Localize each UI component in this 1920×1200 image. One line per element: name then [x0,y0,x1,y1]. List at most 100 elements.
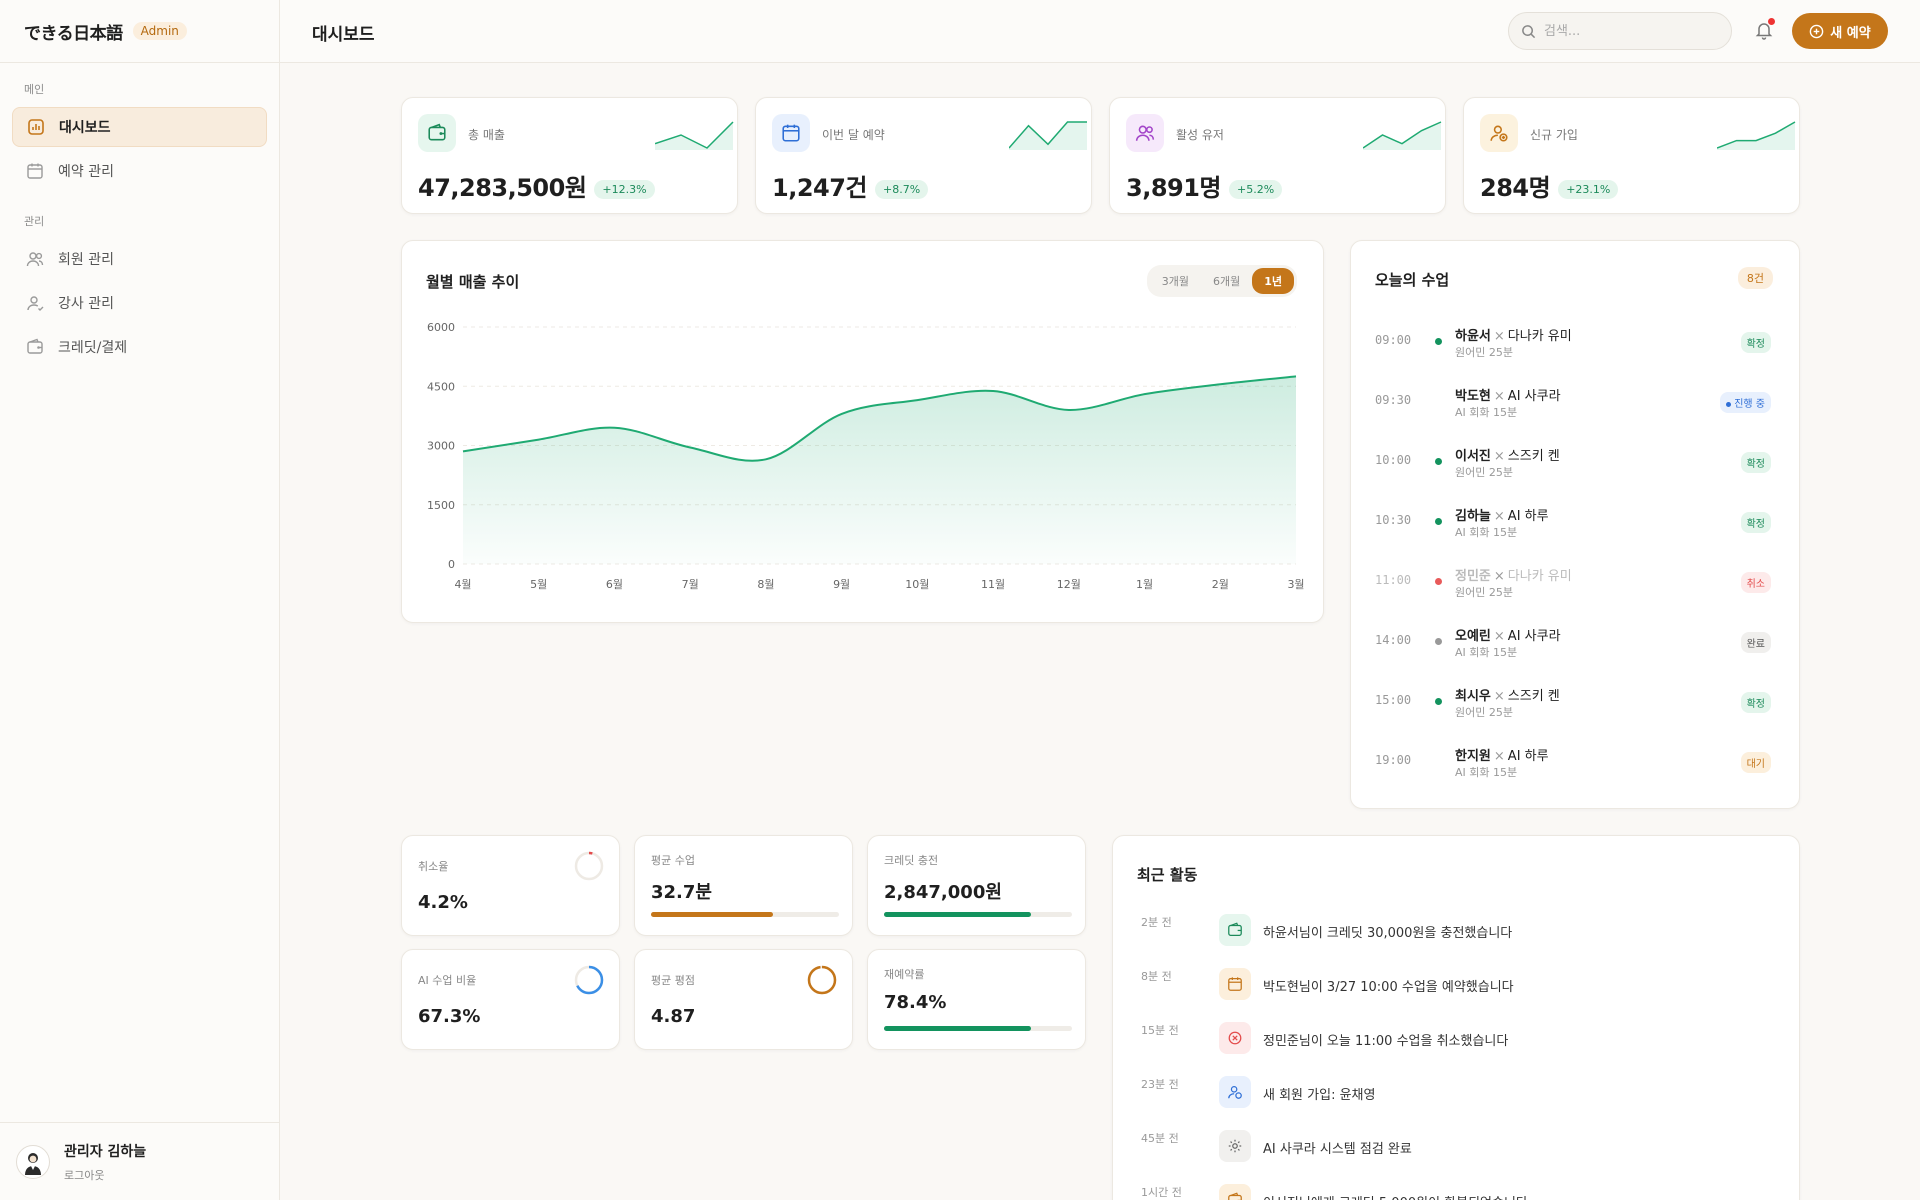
lesson-item[interactable]: 19:00 한지원 × AI 하루 AI 회화 15분 대기 [1375,742,1771,790]
lesson-time: 11:00 [1375,573,1412,587]
stat-label: 신규 가입 [1530,128,1578,142]
status-dot [1435,638,1442,645]
metric-label: 평균 평점 [651,974,695,987]
student-name: 박도현 [1455,389,1491,404]
metric-label: 재예약률 [884,968,925,981]
activity-text: 새 회원 가입: 윤채영 [1263,1088,1376,1103]
activity-item[interactable]: 2분 전 하윤서님이 크레딧 30,000원을 충전했습니다 [1137,914,1787,954]
revenue-chart-card: 월별 매출 추이 3개월 6개월 1년 0 1500 3000 4500 6000 4월 5… [401,240,1324,623]
lesson-item[interactable]: 10:00 이서진 × 스즈키 켄 원어민 25분 확정 [1375,442,1771,490]
metric-cancel-rate: 취소율 4.2% [401,835,620,936]
status-label: 진행 중 [1734,399,1765,410]
revenue-area [463,376,1296,564]
ring-fill [807,965,837,995]
lesson-time: 10:00 [1375,453,1412,467]
search-box[interactable] [1508,12,1732,50]
sparkline-line [655,121,734,149]
status-label: 취소 [1746,579,1765,590]
sidebar-item-label: 예약 관리 [58,164,114,180]
times-separator: × [1493,749,1505,764]
lesson-participants: 김하늘 × AI 하루 [1455,505,1549,524]
new-reservation-button[interactable]: 새 예약 [1792,13,1888,49]
y-tick-label: 3000 [427,440,455,453]
metric-label: 평균 수업 [651,854,695,867]
lesson-item[interactable]: 10:30 김하늘 × AI 하루 AI 회화 15분 확정 [1375,502,1771,550]
lesson-item[interactable]: 15:00 최시우 × 스즈키 켄 원어민 25분 확정 [1375,682,1771,730]
sidebar-item-credits[interactable]: 크레딧/결제 [12,327,267,367]
lesson-participants: 최시우 × 스즈키 켄 [1455,685,1560,704]
x-tick-label: 9월 [833,578,850,591]
sidebar-item-members[interactable]: 회원 관리 [12,239,267,279]
sidebar-item-reservations[interactable]: 예약 관리 [12,151,267,191]
brand-name[interactable]: できる日本語 [24,23,123,44]
times-separator: × [1493,329,1505,344]
metric-label: 크레딧 충전 [884,854,939,867]
stat-label: 총 매출 [468,128,505,142]
progress-ring [574,851,604,881]
stat-value: 3,891명 +5.2% [1126,168,1283,203]
lesson-item[interactable]: 11:00 정민준 × 다나카 유미 원어민 25분 취소 [1375,562,1771,610]
progress-fill [884,912,1031,917]
lesson-item[interactable]: 09:30 박도현 × AI 사쿠라 AI 회화 15분 진행 중 [1375,382,1771,430]
lesson-item[interactable]: 14:00 오예린 × AI 사쿠라 AI 회화 15분 완료 [1375,622,1771,670]
status-label: 확정 [1746,699,1765,710]
stat-card-signups: 신규 가입 284명 +23.1% [1463,97,1800,214]
y-tick-label: 1500 [427,499,455,512]
lesson-participants: 하윤서 × 다나카 유미 [1455,325,1572,344]
search-input[interactable] [1544,23,1704,39]
lesson-type: AI 회화 15분 [1455,526,1518,539]
x-tick-label: 7월 [682,578,699,591]
status-label: 대기 [1746,759,1765,770]
y-tick-label: 4500 [427,380,455,393]
users-icon [1126,114,1164,152]
wallet-icon [418,114,456,152]
metric-value: 4.87 [651,1006,696,1027]
notification-button[interactable] [1754,18,1776,42]
teacher-name: AI 하루 [1507,749,1549,764]
lesson-time: 10:30 [1375,513,1412,527]
activity-item[interactable]: 15분 전 정민준님이 오늘 11:00 수업을 취소했습니다 [1137,1022,1787,1062]
sidebar-item-teachers[interactable]: 강사 관리 [12,283,267,323]
bell-icon [1755,23,1773,40]
calendar-icon [1219,968,1251,1000]
activity-item[interactable]: 45분 전 AI 사쿠라 시스템 점검 완료 [1137,1130,1787,1170]
times-separator: × [1493,389,1505,404]
sidebar-item-label: 크레딧/결제 [58,340,128,356]
metric-value: 32.7분 [651,882,712,903]
stat-value: 1,247건 +8.7% [772,168,929,203]
x-tick-label: 1월 [1136,578,1153,591]
tab-6-months[interactable]: 6개월 [1212,275,1241,288]
sparkline [1363,121,1442,150]
activity-item[interactable]: 8분 전 박도현님이 3/27 10:00 수업을 예약했습니다 [1137,968,1787,1008]
ring-track [574,851,604,881]
stat-value: 47,283,500원 +12.3% [418,168,655,203]
admin-profile[interactable]: 관리자 김하늘 로그아웃 [0,1122,280,1200]
metric-value: 2,847,000원 [884,882,1002,903]
teacher-name: AI 하루 [1507,509,1549,524]
range-tabs: 3개월 6개월 1년 [1146,265,1297,297]
delta-badge: +23.1% [1558,179,1619,199]
tab-3-months[interactable]: 3개월 [1161,275,1189,288]
activity-title: 최근 활동 [1137,866,1198,884]
progress-bar [651,912,839,917]
times-separator: × [1493,449,1505,464]
student-name: 이서진 [1455,449,1491,464]
lesson-participants: 박도현 × AI 사쿠라 [1455,385,1561,404]
sidebar-item-dashboard[interactable]: 대시보드 [12,107,267,147]
sparkline-line [1363,121,1442,149]
status-badge: 확정 [1740,332,1771,353]
users-icon [26,250,44,268]
lesson-type: AI 회화 15분 [1455,406,1518,419]
sparkline [655,121,734,150]
lesson-item[interactable]: 09:00 하윤서 × 다나카 유미 원어민 25분 확정 [1375,322,1771,370]
activity-time: 15분 전 [1141,1024,1179,1037]
admin-badge: Admin [132,22,187,40]
activity-item[interactable]: 1시간 전 이서진님에게 크레딧 5,000원이 환불되었습니다 [1137,1184,1787,1200]
page-title: 대시보드 [312,25,375,45]
status-dot [1435,458,1442,465]
tab-1-year[interactable]: 1년 [1252,268,1294,294]
logout-link[interactable]: 로그아웃 [64,1168,105,1182]
student-name: 오예린 [1455,629,1491,644]
activity-text: AI 사쿠라 시스템 점검 완료 [1263,1142,1412,1157]
